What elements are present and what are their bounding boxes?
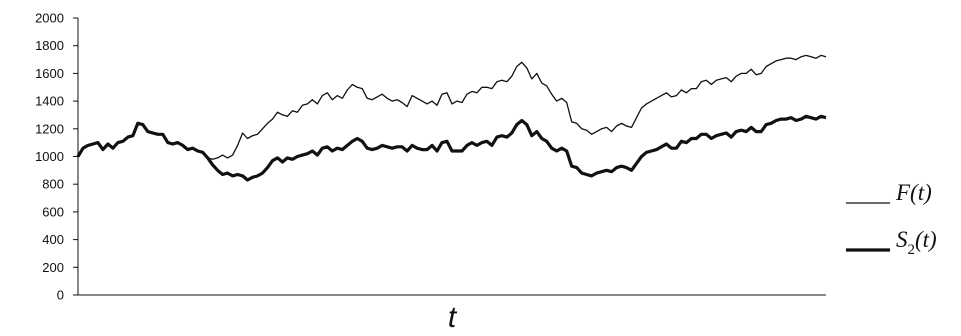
y-tick-label: 1800 — [35, 38, 64, 53]
series-line-f — [77, 54, 827, 160]
legend-label: F(t) — [895, 180, 932, 205]
y-tick-label: 1200 — [35, 121, 64, 136]
y-tick-label: 1600 — [35, 66, 64, 81]
x-axis-label: t — [448, 301, 458, 334]
series-line-s2 — [76, 114, 827, 182]
y-tick-label: 400 — [42, 232, 64, 247]
legend-label-main: F(t) — [895, 180, 932, 205]
y-tick-label: 200 — [42, 260, 64, 275]
legend-label: S2(t) — [896, 227, 937, 258]
legend: F(t) S2(t) — [846, 180, 937, 258]
y-tick-label: 1000 — [35, 149, 64, 164]
y-tick-label: 600 — [42, 204, 64, 219]
legend-label-tail: (t) — [915, 227, 937, 252]
y-tick-label: 1400 — [35, 94, 64, 109]
y-axis: 0 200 400 600 800 1000 1200 1400 1600 1800 2000 — [35, 11, 79, 303]
legend-label-subscript: 2 — [908, 242, 916, 258]
y-tick-label: 800 — [42, 177, 64, 192]
y-tick-label: 0 — [57, 288, 64, 303]
legend-label-main: S — [896, 227, 908, 252]
y-tick-label: 2000 — [35, 11, 64, 26]
series-layer — [76, 54, 827, 182]
